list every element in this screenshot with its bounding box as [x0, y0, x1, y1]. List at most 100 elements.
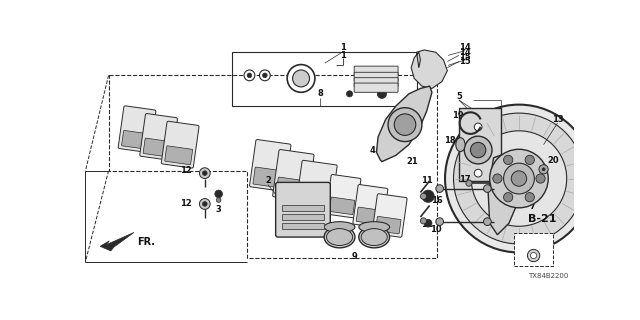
- Text: 15: 15: [459, 57, 471, 66]
- Text: 15: 15: [459, 53, 471, 62]
- Circle shape: [474, 139, 482, 146]
- Circle shape: [422, 190, 435, 203]
- Circle shape: [262, 73, 267, 78]
- Text: 17: 17: [460, 175, 471, 184]
- Circle shape: [493, 174, 502, 183]
- FancyBboxPatch shape: [140, 114, 177, 160]
- Polygon shape: [411, 50, 447, 88]
- Circle shape: [436, 185, 444, 192]
- Text: 14: 14: [459, 43, 471, 52]
- Text: 6: 6: [529, 192, 535, 201]
- Circle shape: [531, 252, 537, 259]
- Circle shape: [539, 165, 548, 174]
- Text: 13: 13: [552, 115, 563, 124]
- Circle shape: [202, 171, 207, 175]
- FancyBboxPatch shape: [122, 131, 150, 149]
- Text: 1: 1: [340, 51, 346, 60]
- Circle shape: [388, 108, 422, 141]
- Circle shape: [244, 70, 255, 81]
- Circle shape: [378, 89, 387, 99]
- FancyBboxPatch shape: [299, 188, 330, 209]
- FancyBboxPatch shape: [356, 207, 381, 225]
- FancyBboxPatch shape: [253, 167, 284, 188]
- FancyBboxPatch shape: [296, 160, 337, 212]
- Polygon shape: [488, 152, 524, 235]
- FancyBboxPatch shape: [372, 194, 407, 237]
- Text: 21: 21: [407, 157, 419, 166]
- Ellipse shape: [456, 138, 465, 152]
- Text: 8: 8: [317, 89, 323, 98]
- Circle shape: [259, 70, 270, 81]
- Text: 19: 19: [452, 111, 463, 120]
- FancyBboxPatch shape: [250, 140, 291, 191]
- Bar: [282, 205, 324, 211]
- Text: 1: 1: [340, 43, 346, 52]
- Circle shape: [536, 174, 545, 183]
- Circle shape: [504, 193, 513, 202]
- Circle shape: [511, 171, 527, 186]
- Text: TX84B2200: TX84B2200: [528, 273, 568, 278]
- Text: 16: 16: [431, 196, 444, 204]
- Circle shape: [420, 193, 427, 199]
- Circle shape: [527, 249, 540, 262]
- Circle shape: [474, 123, 482, 131]
- Text: 4: 4: [370, 146, 376, 155]
- Bar: [515, 233, 553, 266]
- Circle shape: [292, 70, 310, 87]
- Bar: [282, 223, 324, 229]
- Ellipse shape: [359, 222, 390, 232]
- Circle shape: [216, 198, 221, 203]
- Ellipse shape: [324, 222, 355, 232]
- Circle shape: [215, 190, 223, 198]
- Text: 3: 3: [216, 205, 221, 214]
- Text: 5: 5: [456, 92, 462, 101]
- FancyBboxPatch shape: [164, 146, 193, 165]
- Polygon shape: [376, 86, 432, 162]
- Circle shape: [247, 73, 252, 78]
- Text: 18: 18: [444, 136, 456, 145]
- Circle shape: [525, 155, 534, 164]
- FancyBboxPatch shape: [143, 138, 171, 157]
- Circle shape: [445, 105, 593, 252]
- Text: 12: 12: [180, 166, 191, 175]
- Circle shape: [466, 180, 472, 186]
- Bar: [282, 214, 324, 220]
- Text: FR.: FR.: [137, 237, 155, 247]
- Circle shape: [484, 218, 492, 226]
- Circle shape: [474, 169, 482, 177]
- FancyBboxPatch shape: [353, 185, 388, 228]
- Circle shape: [287, 65, 315, 92]
- Circle shape: [454, 113, 584, 244]
- Circle shape: [346, 91, 353, 97]
- FancyBboxPatch shape: [354, 72, 398, 82]
- Circle shape: [470, 142, 486, 158]
- Text: B-21: B-21: [528, 214, 557, 224]
- Circle shape: [474, 154, 482, 162]
- FancyBboxPatch shape: [330, 197, 355, 215]
- Circle shape: [202, 202, 207, 206]
- Circle shape: [504, 163, 534, 194]
- FancyBboxPatch shape: [326, 174, 361, 218]
- FancyBboxPatch shape: [276, 177, 307, 198]
- Ellipse shape: [324, 226, 355, 248]
- Ellipse shape: [361, 228, 387, 245]
- Text: 7: 7: [529, 202, 535, 211]
- FancyBboxPatch shape: [354, 66, 398, 75]
- Circle shape: [436, 218, 444, 226]
- Circle shape: [490, 149, 548, 208]
- Text: 9: 9: [352, 252, 358, 261]
- Circle shape: [471, 131, 566, 226]
- Circle shape: [504, 155, 513, 164]
- Bar: [459, 108, 501, 181]
- Text: 14: 14: [459, 48, 471, 57]
- Circle shape: [424, 219, 432, 227]
- FancyBboxPatch shape: [118, 106, 156, 153]
- FancyBboxPatch shape: [354, 83, 398, 92]
- Circle shape: [200, 168, 210, 179]
- Circle shape: [464, 136, 492, 164]
- FancyBboxPatch shape: [276, 182, 330, 237]
- Circle shape: [394, 114, 416, 135]
- Text: 11: 11: [420, 220, 433, 229]
- FancyBboxPatch shape: [354, 78, 398, 87]
- Circle shape: [200, 198, 210, 209]
